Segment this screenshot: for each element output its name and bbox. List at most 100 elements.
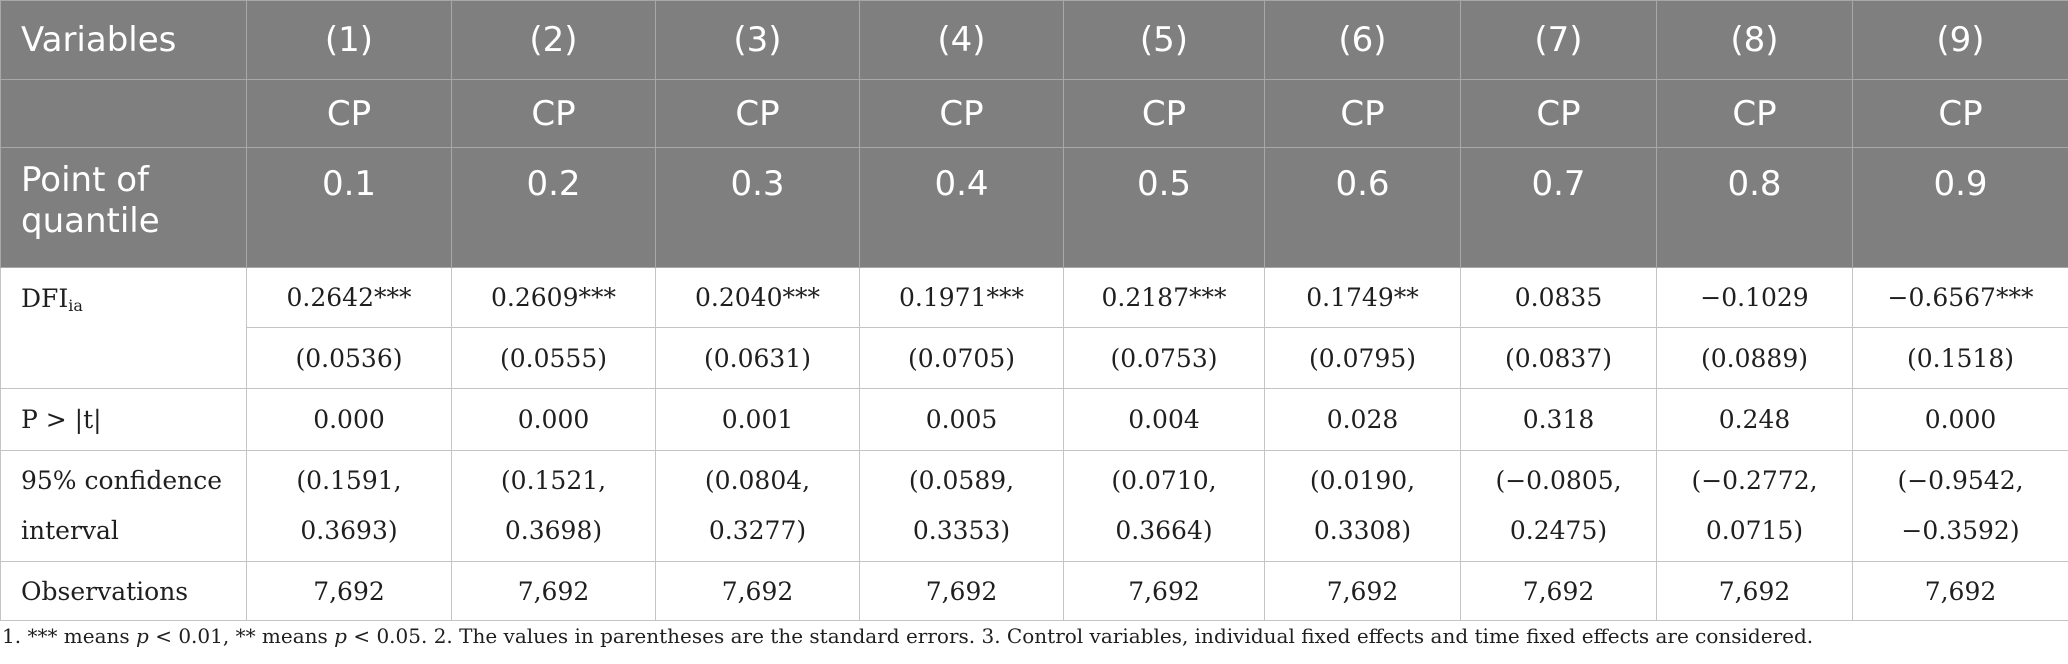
coefficient: −0.1029 <box>1656 267 1853 328</box>
quantile-regression-table: Variables (1) (2) (3) (4) (5) (6) (7) (8… <box>0 0 2068 621</box>
observations-label: Observations <box>0 561 247 621</box>
confidence-interval: (−0.2772, 0.0715) <box>1656 450 1853 562</box>
ci-upper: 0.3353) <box>912 516 1011 545</box>
confidence-interval: (0.0190, 0.3308) <box>1264 450 1461 562</box>
std-error: (0.0705) <box>859 327 1064 389</box>
confidence-interval: (0.0589, 0.3353) <box>859 450 1064 562</box>
dfi-label-subscript: ia <box>68 296 83 315</box>
p-value: 0.000 <box>1852 388 2068 451</box>
dfi-label-text: DFI <box>21 284 69 313</box>
quantile-header-line2: quantile <box>21 201 160 241</box>
footnote-p-symbol: p <box>334 624 347 648</box>
ci-lower: (0.0710, <box>1111 466 1217 495</box>
observation-count: 7,692 <box>859 561 1064 621</box>
footnote-part2: < 0.01, ** means <box>148 624 335 648</box>
quantile-point: 0.3 <box>655 147 860 268</box>
quantile-point: 0.8 <box>1656 147 1853 268</box>
footnote-part1: 1. *** means <box>2 624 137 648</box>
dfi-std-error-row: (0.0536) (0.0555) (0.0631) (0.0705) (0.0… <box>1 327 2068 389</box>
dependent-variable: CP <box>859 79 1064 148</box>
observations-row: Observations 7,692 7,692 7,692 7,692 7,6… <box>0 561 2068 621</box>
ci-lower: (0.1591, <box>296 466 402 495</box>
dependent-variable: CP <box>1852 79 2068 148</box>
p-value-row: P > |t| 0.000 0.000 0.001 0.005 0.004 0.… <box>0 388 2068 451</box>
p-value: 0.005 <box>859 388 1064 451</box>
std-error: (0.0536) <box>246 327 452 389</box>
ci-lower: (0.1521, <box>500 466 607 495</box>
table-footnote: 1. *** means p < 0.01, ** means p < 0.05… <box>2 624 1813 648</box>
confidence-interval-label: 95% confidence interval <box>0 450 247 562</box>
std-error: (0.0631) <box>655 327 860 389</box>
quantile-point: 0.9 <box>1852 147 2068 268</box>
column-number: (9) <box>1852 0 2068 80</box>
p-value: 0.001 <box>655 388 860 451</box>
ci-upper: 0.3664) <box>1115 516 1213 545</box>
quantile-point: 0.7 <box>1460 147 1657 268</box>
coefficient: 0.2609*** <box>451 267 656 328</box>
coefficient: 0.1971*** <box>859 267 1064 328</box>
p-value: 0.248 <box>1656 388 1853 451</box>
column-number: (1) <box>246 0 452 80</box>
confidence-interval-row: 95% confidence interval (0.1591, 0.3693) … <box>0 450 2068 562</box>
ci-upper: 0.3698) <box>504 516 603 545</box>
ci-lower: (0.0804, <box>704 466 811 495</box>
observation-count: 7,692 <box>246 561 452 621</box>
dependent-variable: CP <box>246 79 452 148</box>
confidence-interval: (0.0804, 0.3277) <box>655 450 860 562</box>
confidence-interval: (−0.9542, −0.3592) <box>1852 450 2068 562</box>
confidence-interval: (−0.0805, 0.2475) <box>1460 450 1657 562</box>
std-error: (0.0555) <box>451 327 656 389</box>
observation-count: 7,692 <box>1852 561 2068 621</box>
confidence-label-line1: 95% confidence <box>21 466 223 495</box>
header-row-dependent-variable: CP CP CP CP CP CP CP CP CP <box>0 79 2068 148</box>
quantile-header: Point of quantile <box>0 147 247 268</box>
confidence-interval: (0.1591, 0.3693) <box>246 450 452 562</box>
confidence-interval: (0.0710, 0.3664) <box>1063 450 1265 562</box>
p-value: 0.004 <box>1063 388 1265 451</box>
ci-upper: 0.2475) <box>1509 516 1608 545</box>
p-value: 0.028 <box>1264 388 1461 451</box>
std-error: (0.0837) <box>1460 327 1657 389</box>
dependent-variable: CP <box>1264 79 1461 148</box>
std-error: (0.0753) <box>1063 327 1265 389</box>
dependent-variable: CP <box>451 79 656 148</box>
observation-count: 7,692 <box>1656 561 1853 621</box>
coefficient: 0.2040*** <box>655 267 860 328</box>
dependent-variable: CP <box>1063 79 1265 148</box>
dfi-coefficient-row: DFIia 0.2642*** 0.2609*** 0.2040*** 0.19… <box>0 267 2068 389</box>
observation-count: 7,692 <box>1460 561 1657 621</box>
observation-count: 7,692 <box>451 561 656 621</box>
ci-lower: (0.0190, <box>1309 466 1416 495</box>
ci-upper: −0.3592) <box>1901 516 2020 545</box>
quantile-point: 0.5 <box>1063 147 1265 268</box>
coefficient: 0.0835 <box>1460 267 1657 328</box>
dependent-variable: CP <box>1656 79 1853 148</box>
footnote-part3: < 0.05. 2. The values in parentheses are… <box>346 624 1814 648</box>
column-number: (8) <box>1656 0 1853 80</box>
column-number: (4) <box>859 0 1064 80</box>
confidence-label-line2: interval <box>21 516 119 545</box>
std-error: (0.0795) <box>1264 327 1461 389</box>
ci-lower: (−0.9542, <box>1897 466 2024 495</box>
column-number: (6) <box>1264 0 1461 80</box>
observation-count: 7,692 <box>655 561 860 621</box>
column-number: (5) <box>1063 0 1265 80</box>
ci-lower: (0.0589, <box>908 466 1015 495</box>
std-error: (0.0889) <box>1656 327 1853 389</box>
column-number: (2) <box>451 0 656 80</box>
ci-upper: 0.3277) <box>708 516 807 545</box>
column-number: (3) <box>655 0 860 80</box>
quantile-point: 0.4 <box>859 147 1064 268</box>
coefficient: −0.6567*** <box>1852 267 2068 328</box>
ci-upper: 0.3693) <box>300 516 398 545</box>
ci-lower: (−0.0805, <box>1495 466 1622 495</box>
header-row-quantile: Point of quantile 0.1 0.2 0.3 0.4 0.5 0.… <box>0 147 2068 268</box>
header-row-columns: Variables (1) (2) (3) (4) (5) (6) (7) (8… <box>0 0 2068 80</box>
p-value-label: P > |t| <box>0 388 247 451</box>
quantile-point: 0.2 <box>451 147 656 268</box>
coefficient: 0.1749** <box>1264 267 1461 328</box>
p-value: 0.318 <box>1460 388 1657 451</box>
observation-count: 7,692 <box>1264 561 1461 621</box>
quantile-point: 0.6 <box>1264 147 1461 268</box>
ci-upper: 0.0715) <box>1705 516 1804 545</box>
